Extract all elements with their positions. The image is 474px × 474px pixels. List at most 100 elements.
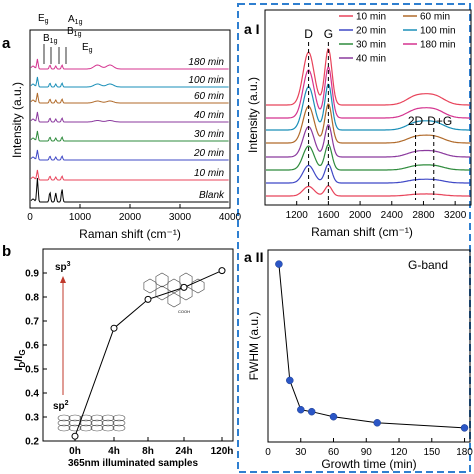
- panel-aII-point: [460, 424, 469, 432]
- panel-aII-plot-frame: [267, 249, 471, 443]
- panel-b-label: b: [2, 243, 11, 260]
- panel-b-point: [110, 324, 118, 332]
- panel-aII-xtick-label: 120: [391, 447, 408, 458]
- panel-a-peak-annotation: Eg: [82, 42, 93, 54]
- panel-a-ylabel: Intensity (a.u.): [10, 82, 24, 158]
- panel-aI-peak-label: D: [304, 27, 313, 41]
- panel-b-xtick-label: 0h: [69, 446, 81, 457]
- panel-aI-legend-label: 60 min: [420, 12, 450, 23]
- panel-aI-legend-label: 40 min: [356, 54, 386, 65]
- panel-aII-xlabel: Growth time (min): [321, 457, 416, 471]
- panel-b-molecule-sketch: [155, 285, 169, 301]
- panel-b-graphite-sketch: [57, 424, 71, 432]
- panel-b-point: [144, 295, 152, 303]
- panel-b-graphite-sketch: [57, 419, 71, 427]
- panel-aII-point: [297, 405, 305, 414]
- panel-aI-xtick-label: 1600: [317, 210, 340, 221]
- panel-a-xtick-label: 3000: [169, 212, 192, 223]
- panel-b-arrowhead: [60, 276, 66, 283]
- panel-b-graphite-sketch: [68, 414, 82, 422]
- panel-a-spectrum: [30, 111, 229, 123]
- panel-b-ylabel: ID/IG: [13, 349, 27, 370]
- panel-aI-xlabel: Raman shift (cm⁻¹): [311, 225, 413, 239]
- panel-b-xtick-label: 4h: [108, 446, 120, 457]
- panel-b-xtick-label: 120h: [211, 446, 234, 457]
- panel-b-ytick-label: 0.5: [25, 365, 39, 376]
- panel-a-peak-annotation: Eg: [38, 13, 49, 25]
- panel-a-peak-annotation: B1g: [43, 33, 58, 45]
- panel-b-sp3-label: sp3: [55, 261, 71, 273]
- panel-b-ytick-label: 0.6: [25, 341, 39, 352]
- panel-b-ytick-label: 0.3: [25, 413, 39, 424]
- panel-a-xtick-label: 0: [27, 212, 33, 223]
- panel-a-spectrum: [30, 130, 229, 142]
- panel-a-xlabel: Raman shift (cm⁻¹): [79, 227, 181, 241]
- panel-aI-xtick-label: 2800: [412, 210, 435, 221]
- panel-a: a Intensity (a.u.) Raman shift (cm⁻¹) 0 1…: [2, 13, 242, 241]
- panel-b-graphite-sketch: [101, 414, 115, 422]
- panel-b-point: [218, 267, 226, 275]
- panel-aI-spectrum: [266, 103, 470, 144]
- panel-aI-spectrum: [266, 66, 470, 119]
- panel-a-spectrum: [30, 92, 229, 104]
- panel-aI-legend-label: 10 min: [356, 12, 386, 23]
- panel-b-graphite-sketch: [57, 414, 71, 422]
- panel-a-spectrum: [30, 76, 229, 88]
- panel-b-graphite-sketch: [68, 424, 82, 432]
- panel-a-spectrum: [30, 177, 229, 203]
- panel-b-graphite-sketch: [112, 414, 126, 422]
- panel-b-ytick-label: 0.9: [25, 269, 39, 280]
- panel-b-graphite-sketch: [112, 419, 126, 427]
- panel-aI-xtick-label: 2400: [381, 210, 404, 221]
- panel-a-label: a: [2, 35, 11, 52]
- panel-a-spectrum: [30, 149, 229, 161]
- panel-a-series-label: 100 min: [188, 75, 224, 86]
- panel-b-ytick-label: 0.4: [25, 389, 39, 400]
- panel-a-series-label: 10 min: [194, 168, 224, 179]
- panel-aI-spectrum: [266, 143, 470, 171]
- panel-a-series-label: 30 min: [194, 129, 224, 140]
- panel-aII-point: [275, 260, 283, 268]
- panel-a-series-label: 60 min: [194, 91, 224, 102]
- panel-aII-label: a II: [244, 249, 263, 265]
- panel-a-peak-annotation: B1g: [67, 26, 82, 38]
- panel-aI-plot-frame: [264, 9, 472, 206]
- panel-a-xtick-label: 4000: [219, 212, 242, 223]
- panel-b-molecule-sketch: [167, 292, 181, 308]
- panel-aII-ylabel: FWHM (a.u.): [247, 312, 261, 381]
- panel-aI-spectrum: [266, 48, 470, 106]
- panel-aI-legend-label: 20 min: [356, 26, 386, 37]
- panel-aI-xtick-label: 3200: [444, 210, 467, 221]
- panel-b-point: [180, 283, 188, 291]
- panel-b-molecule-sketch: [155, 272, 169, 288]
- panel-a-spectrum: [30, 58, 229, 70]
- panel-b-sp2-label: sp2: [53, 400, 69, 412]
- panel-b-graphite-sketch: [101, 424, 115, 432]
- panel-aII: a II FWHM (a.u.) Growth time (min) G-ban…: [244, 249, 473, 471]
- panel-a-xtick-label: 2000: [119, 212, 142, 223]
- panel-b-ytick-label: 0.2: [25, 437, 39, 448]
- panel-aI-spectrum: [266, 124, 470, 158]
- panel-aI-spectrum: [266, 185, 470, 197]
- panel-aII-series-line: [278, 264, 465, 429]
- panel-aI-legend-label: 30 min: [356, 40, 386, 51]
- dashed-frame: [237, 3, 471, 473]
- panel-b-ytick-label: 0.8: [25, 293, 39, 304]
- panel-a-series-label: 20 min: [193, 148, 224, 159]
- panel-b-ytick-label: 0.7: [25, 317, 39, 328]
- panel-aII-point: [373, 419, 381, 427]
- panel-a-series-label: 180 min: [188, 57, 224, 68]
- panel-b: b ID/IG 365nm illuminated samples 0.2 0.3…: [2, 243, 234, 469]
- panel-aI-spectrum: [266, 163, 470, 184]
- panel-a-spectrum: [30, 169, 229, 181]
- panel-b-molecule-sketch: [191, 278, 205, 294]
- panel-aII-title: G-band: [408, 258, 448, 272]
- panel-a-peak-annotation: A1g: [68, 14, 83, 26]
- panel-a-xtick-label: 1000: [69, 212, 92, 223]
- panel-aII-xtick-label: 150: [423, 447, 440, 458]
- panel-aII-xtick-label: 0: [265, 447, 271, 458]
- panel-b-xlabel: 365nm illuminated samples: [68, 458, 198, 469]
- panel-b-graphite-sketch: [112, 424, 126, 432]
- panel-b-graphite-sketch: [90, 419, 104, 427]
